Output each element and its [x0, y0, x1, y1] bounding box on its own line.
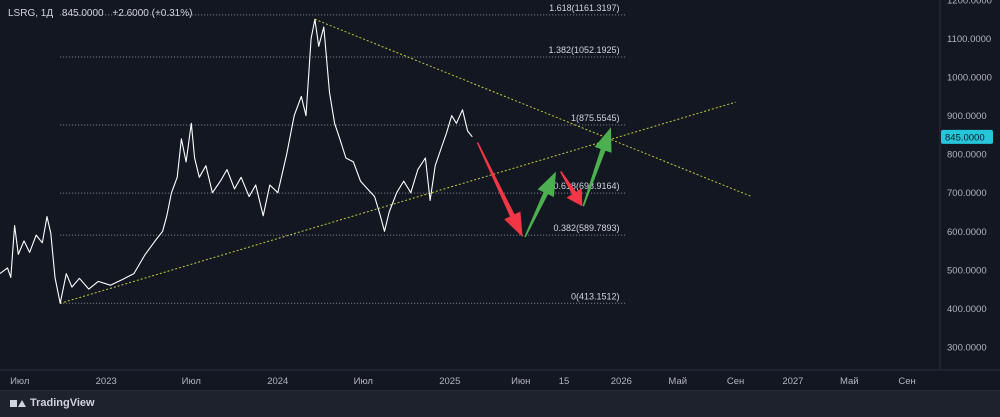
- fib-level-label: 0.382(589.7893): [554, 223, 620, 233]
- y-tick-label: 600.0000: [947, 227, 987, 238]
- x-tick-label: 2023: [96, 376, 117, 387]
- y-tick-label: 300.0000: [947, 342, 987, 353]
- symbol-label[interactable]: LSRG, 1Д: [8, 8, 54, 19]
- x-tick-label: Сен: [898, 376, 915, 387]
- forecast-up-arrow: [524, 171, 556, 238]
- brand-name: TradingView: [30, 397, 95, 409]
- y-tick-label: 800.0000: [947, 150, 987, 161]
- trend-line: [314, 18, 752, 198]
- y-tick-label: 700.0000: [947, 188, 987, 199]
- current-price-badge: [941, 129, 993, 144]
- x-tick-label: Июл: [354, 376, 373, 387]
- price-change: +2.6000 (+0.31%): [112, 8, 193, 19]
- x-tick-label: 2027: [782, 376, 803, 387]
- x-tick-label: 2026: [611, 376, 632, 387]
- price-chart[interactable]: 1.618(1161.3197) 1.382(1052.1925) 1(875.55…: [0, 0, 1000, 390]
- price-series-line: [0, 18, 473, 304]
- fib-level-label: 1.618(1161.3197): [549, 3, 619, 13]
- y-tick-label: 400.0000: [947, 304, 987, 315]
- fib-level-label: 0.618(698.9164): [554, 181, 620, 191]
- x-tick-label: 2025: [439, 376, 460, 387]
- fib-level-label: 0(413.1512): [571, 291, 620, 301]
- y-tick-label: 1200.0000: [947, 0, 992, 7]
- trend-line: [60, 101, 736, 304]
- x-tick-label: Июн: [511, 376, 530, 387]
- forecast-down-arrow: [476, 142, 523, 237]
- y-tick-label: 900.0000: [947, 111, 987, 122]
- x-tick-label: Сен: [727, 376, 744, 387]
- fib-level-label: 1(875.5545): [571, 113, 620, 123]
- forecast-up-arrow: [582, 127, 612, 207]
- tradingview-logo-icon: [10, 398, 26, 408]
- chart-header: LSRG, 1Д 845.0000 +2.6000 (+0.31%): [8, 8, 198, 19]
- forecast-down-arrow: [560, 171, 583, 207]
- tradingview-brand[interactable]: TradingView: [10, 397, 95, 409]
- current-price-label: 845.0000: [945, 132, 985, 143]
- x-tick-label: Июл: [10, 376, 29, 387]
- footer-bar: TradingView: [0, 390, 1000, 417]
- y-tick-label: 1000.0000: [947, 73, 992, 84]
- price-value: 845.0000: [61, 8, 104, 19]
- x-tick-label: 15: [559, 376, 570, 387]
- fib-level-label: 1.382(1052.1925): [549, 45, 620, 55]
- x-tick-label: Май: [840, 376, 859, 387]
- y-tick-label: 1100.0000: [947, 34, 991, 45]
- y-tick-label: 500.0000: [947, 265, 987, 276]
- x-tick-label: Май: [668, 376, 687, 387]
- x-tick-label: Июл: [182, 376, 201, 387]
- x-tick-label: 2024: [267, 376, 288, 387]
